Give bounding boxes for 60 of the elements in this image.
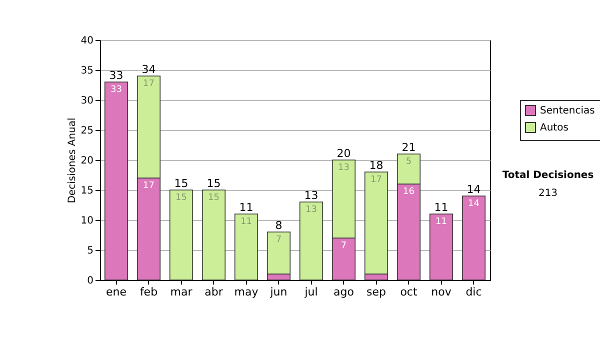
total-label: 20 [336,147,351,160]
x-tick-label: ene [106,286,127,298]
data-label: 5 [406,157,412,167]
legend-label: Sentencias [540,106,595,116]
data-label: 13 [306,205,317,215]
data-label: 11 [436,217,447,227]
total-label: 13 [304,189,318,202]
total-label: 15 [206,177,221,190]
data-label: 15 [176,193,187,203]
total-label: 21 [402,141,416,154]
x-tick-label: dic [466,286,482,298]
x-tick-label: mar [170,286,193,298]
x-tick-label: nov [431,286,452,298]
bar [104,82,128,280]
data-label: 16 [403,187,415,197]
total-label: 34 [142,63,156,76]
y-tick-label: 40 [80,36,94,46]
data-label: 14 [468,199,480,209]
y-tick-label: 10 [80,216,94,226]
total-label: 11 [434,201,448,214]
y-tick-label: 15 [80,186,94,196]
x-tick-label: feb [140,286,158,298]
x-tick-label: jul [304,286,318,298]
bar [299,202,324,280]
bar [462,196,486,280]
x-tick-label: oct [400,286,418,298]
x-tick-label: sep [366,286,386,298]
total-label: 18 [369,159,384,172]
y-tick-label: 35 [80,66,94,76]
y-tick-label: 20 [80,156,94,166]
x-tick-label: jun [269,286,288,298]
data-label: 13 [338,163,350,173]
data-label: 17 [143,79,154,89]
data-label: 33 [110,85,122,95]
y-axis-title: Decisiones Anual [66,118,78,204]
x-tick-label: may [234,286,259,298]
total-label: 8 [275,219,282,232]
data-label: 15 [208,193,220,203]
bar [234,214,258,280]
total-label: 14 [466,183,481,196]
y-tick-label: 0 [87,276,94,286]
data-label: 17 [370,175,382,185]
data-label: 11 [240,217,252,227]
total-label: 15 [174,177,188,190]
bar [202,190,226,280]
data-label: 7 [340,241,347,251]
text: 213 [537,188,559,199]
data-label: 17 [143,181,154,191]
y-tick-label: 30 [80,96,94,106]
total-label: 33 [109,69,124,82]
y-tick-label: 25 [80,126,94,136]
legend-label: Autos [540,122,568,134]
total-label: 11 [239,201,254,214]
data-label: 7 [276,235,282,245]
bar [169,190,194,280]
text: Total Decisiones [501,170,595,181]
y-tick-label: 5 [87,246,94,256]
x-tick-label: abr [204,286,224,298]
bar [429,214,454,280]
x-tick-label: ago [334,286,354,298]
